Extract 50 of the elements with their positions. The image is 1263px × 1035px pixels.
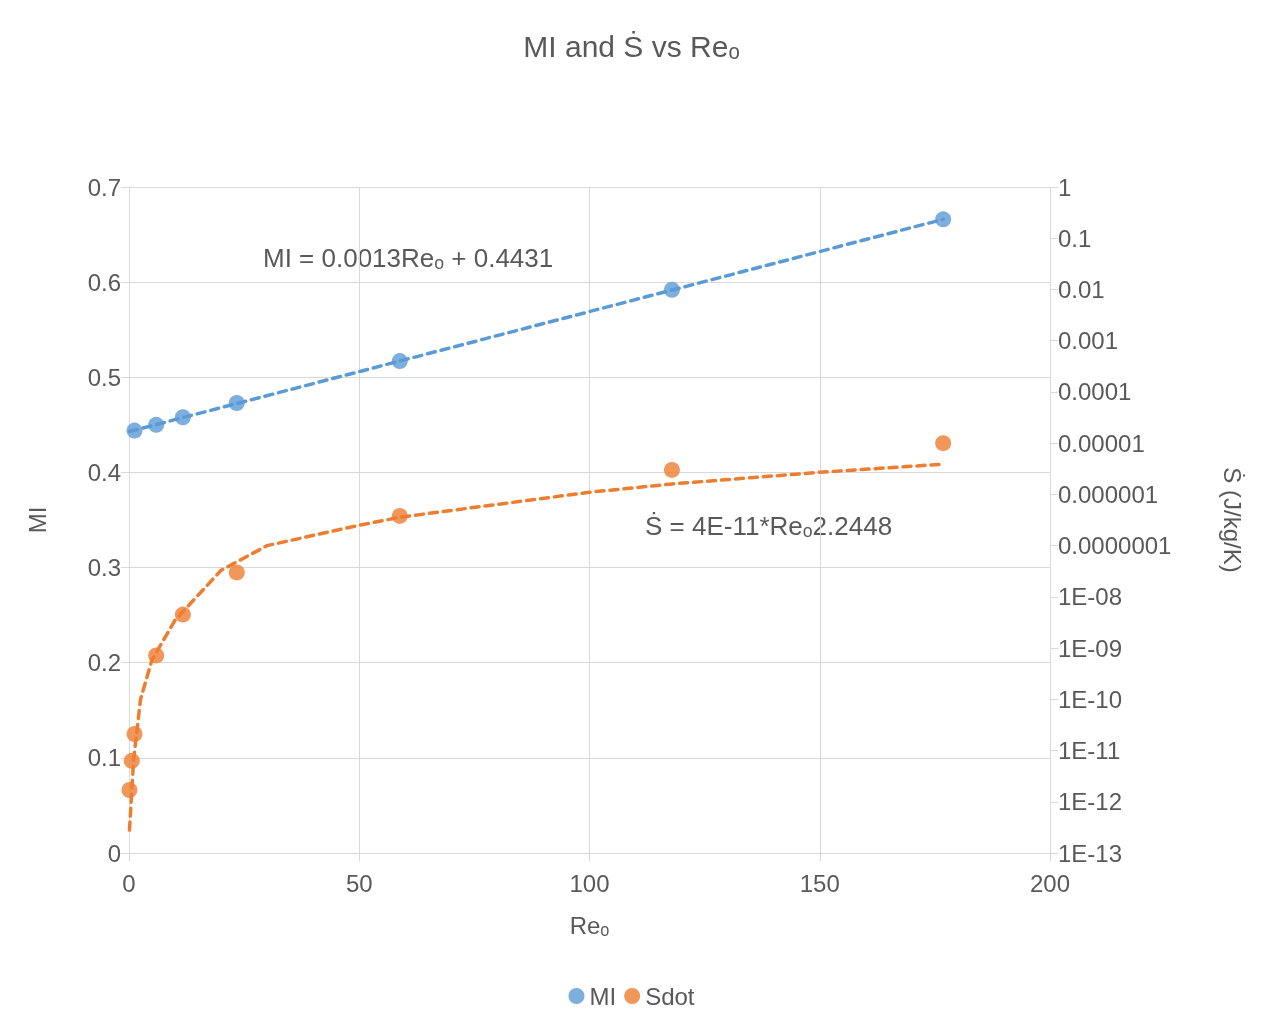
point	[391, 507, 408, 524]
point	[391, 353, 408, 370]
y2-tick-label: 1E-12	[1058, 788, 1123, 816]
point	[935, 211, 952, 228]
y2-tick-label: 0.0000001	[1058, 532, 1172, 560]
point	[228, 564, 245, 581]
y2-tick-label: 0.01	[1058, 275, 1105, 303]
point	[935, 435, 952, 452]
point	[228, 394, 245, 411]
y-tick-label: 0.6	[87, 268, 121, 296]
x-tick-label: 150	[799, 869, 840, 897]
y-tick-label: 0.3	[87, 554, 121, 582]
y2-tick-label: 0.1	[1058, 224, 1092, 252]
y2-tick-label: 1E-09	[1058, 634, 1123, 662]
point	[123, 752, 140, 769]
x-tick-label: 100	[569, 869, 610, 897]
point	[663, 461, 680, 478]
point	[663, 281, 680, 298]
y-axis-title: MI	[23, 506, 51, 534]
y2-tick-label: 0.00001	[1058, 429, 1145, 457]
annotation: Ṡ = 4E-11*Reₒ2.2448	[645, 511, 893, 541]
y2-tick-label: 0.001	[1058, 327, 1119, 355]
y-tick-label: 0.1	[87, 744, 121, 772]
chart-title: MI and Ṡ vs Reₒ	[523, 29, 740, 63]
x-axis-title: Reₒ	[569, 911, 610, 939]
y2-axis-title: Ṡ (J/kg/K)	[1218, 467, 1246, 573]
y-tick-label: 0.7	[87, 173, 121, 201]
x-tick-label: 50	[345, 869, 373, 897]
y-tick-label: 0.5	[87, 363, 121, 391]
y2-tick-label: 0.0001	[1058, 378, 1132, 406]
point	[126, 726, 143, 743]
y2-tick-label: 1E-13	[1058, 839, 1123, 867]
point	[174, 409, 191, 426]
legend-label: MI	[589, 982, 617, 1010]
y-tick-label: 0.2	[87, 649, 121, 677]
y2-tick-label: 1E-08	[1058, 583, 1123, 611]
y-tick-label: 0.4	[87, 458, 121, 486]
legend-label: Sdot	[645, 982, 695, 1010]
y2-tick-label: 1	[1058, 173, 1072, 201]
point	[174, 606, 191, 623]
y2-tick-label: 0.000001	[1058, 480, 1159, 508]
x-tick-label: 200	[1029, 869, 1071, 897]
y-tick-label: 0	[107, 839, 121, 867]
point	[148, 647, 165, 664]
point	[126, 422, 143, 439]
annotation: MI = 0.0013Reₒ + 0.4431	[263, 243, 554, 273]
point	[148, 416, 165, 433]
y2-tick-label: 1E-11	[1058, 737, 1121, 765]
point	[121, 781, 138, 798]
y2-tick-label: 1E-10	[1058, 685, 1123, 713]
